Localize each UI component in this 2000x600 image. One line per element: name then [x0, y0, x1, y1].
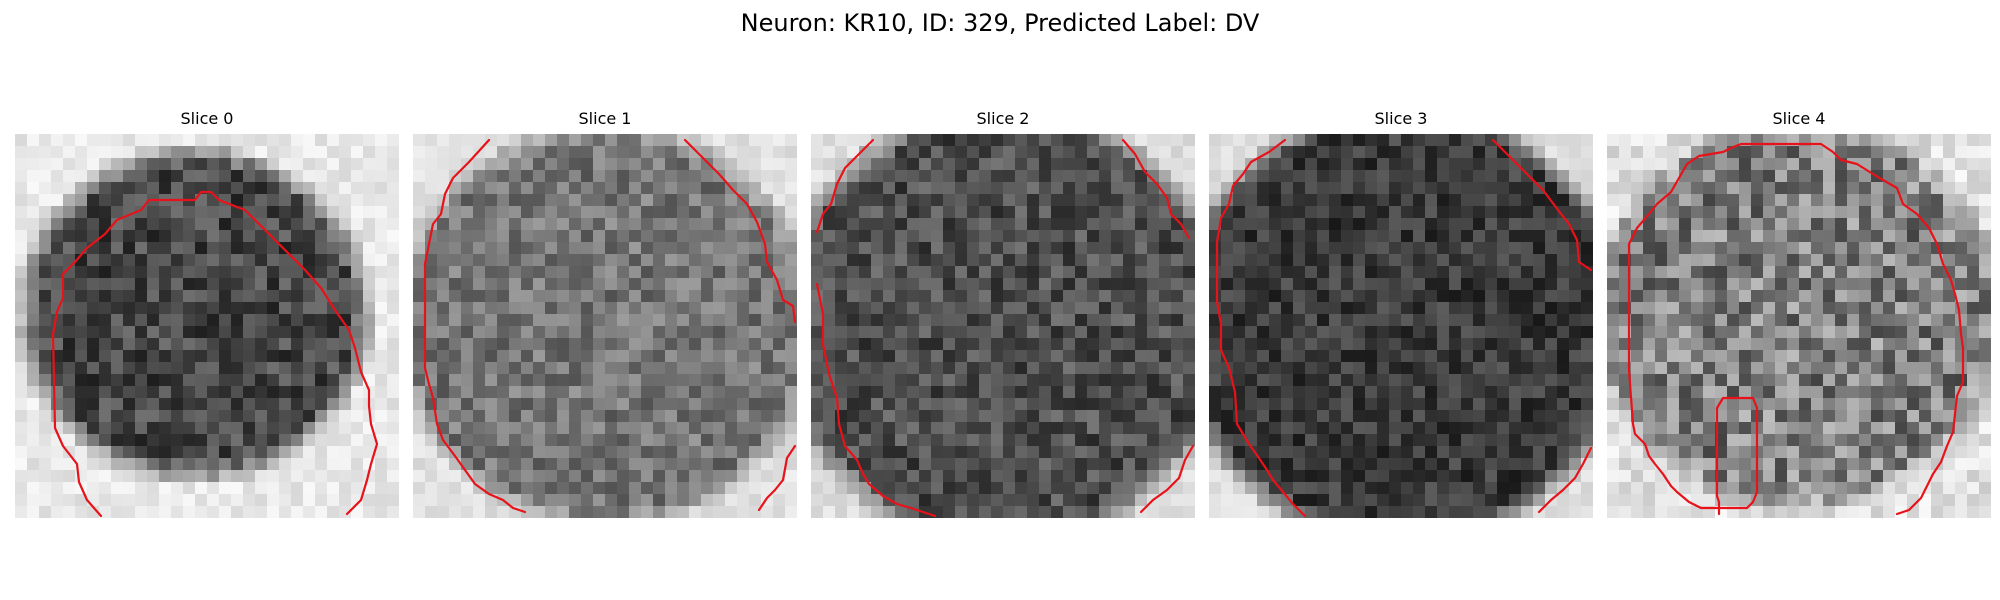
- roi-contour: [1491, 138, 1593, 272]
- slice-image-0: [15, 134, 399, 518]
- slice-title-3: Slice 3: [1374, 109, 1428, 128]
- slice-title-2: Slice 2: [976, 109, 1030, 128]
- slice-title-1: Slice 1: [578, 109, 632, 128]
- roi-contour: [1669, 396, 1759, 516]
- roi-contour: [757, 444, 797, 512]
- roi-contour: [1627, 142, 1965, 516]
- roi-contour: [1121, 138, 1191, 240]
- slice-image-4: [1607, 134, 1991, 518]
- roi-contour: [1139, 444, 1195, 514]
- slice-title-0: Slice 0: [180, 109, 234, 128]
- grayscale-pixels: [15, 134, 399, 518]
- slice-image-1: [413, 134, 797, 518]
- roi-contour: [815, 282, 937, 518]
- slice-image-2: [811, 134, 1195, 518]
- grayscale-pixels: [413, 134, 797, 518]
- roi-contour: [51, 190, 379, 518]
- slice-title-4: Slice 4: [1772, 109, 1826, 128]
- figure-title: Neuron: KR10, ID: 329, Predicted Label: …: [740, 9, 1260, 37]
- grayscale-pixels: [811, 134, 1195, 518]
- roi-contour: [423, 138, 527, 514]
- roi-contour: [815, 138, 875, 234]
- grayscale-pixels: [1209, 134, 1593, 518]
- slice-image-3: [1209, 134, 1593, 518]
- roi-contour: [1215, 138, 1307, 518]
- roi-contour: [1537, 446, 1593, 514]
- roi-contour: [683, 138, 797, 324]
- grayscale-pixels: [1607, 134, 1991, 518]
